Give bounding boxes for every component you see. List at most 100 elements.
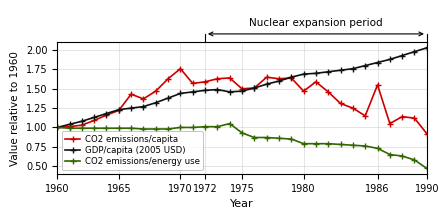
CO2 emissions/capita bbox=[202, 81, 208, 83]
GDP/capita (2005 USD) bbox=[289, 76, 294, 78]
GDP/capita (2005 USD) bbox=[264, 83, 269, 85]
CO2 emissions/capita bbox=[326, 91, 331, 93]
CO2 emissions/capita bbox=[313, 81, 319, 83]
CO2 emissions/energy use bbox=[301, 142, 306, 145]
GDP/capita (2005 USD) bbox=[424, 47, 429, 49]
CO2 emissions/energy use bbox=[190, 126, 195, 129]
CO2 emissions/capita bbox=[338, 102, 343, 105]
CO2 emissions/capita bbox=[387, 122, 392, 125]
CO2 emissions/energy use bbox=[276, 137, 282, 139]
Y-axis label: Value relative to 1960: Value relative to 1960 bbox=[10, 51, 20, 166]
GDP/capita (2005 USD) bbox=[128, 107, 134, 109]
CO2 emissions/capita bbox=[79, 124, 84, 126]
CO2 emissions/energy use bbox=[326, 142, 331, 145]
GDP/capita (2005 USD) bbox=[178, 92, 183, 95]
GDP/capita (2005 USD) bbox=[92, 116, 97, 119]
CO2 emissions/energy use bbox=[387, 153, 392, 156]
CO2 emissions/energy use bbox=[128, 127, 134, 130]
GDP/capita (2005 USD) bbox=[67, 123, 72, 126]
CO2 emissions/capita bbox=[116, 109, 121, 112]
CO2 emissions/capita bbox=[252, 87, 257, 89]
CO2 emissions/energy use bbox=[264, 136, 269, 139]
GDP/capita (2005 USD) bbox=[227, 91, 232, 93]
CO2 emissions/energy use bbox=[141, 128, 146, 130]
CO2 emissions/capita bbox=[190, 82, 195, 85]
CO2 emissions/energy use bbox=[55, 126, 60, 129]
CO2 emissions/energy use bbox=[239, 132, 245, 134]
GDP/capita (2005 USD) bbox=[400, 54, 405, 57]
CO2 emissions/energy use bbox=[338, 143, 343, 146]
CO2 emissions/energy use bbox=[400, 155, 405, 157]
CO2 emissions/capita bbox=[424, 132, 429, 135]
GDP/capita (2005 USD) bbox=[276, 80, 282, 82]
CO2 emissions/capita bbox=[301, 90, 306, 92]
GDP/capita (2005 USD) bbox=[338, 69, 343, 71]
CO2 emissions/capita bbox=[400, 115, 405, 118]
CO2 emissions/capita bbox=[178, 67, 183, 70]
CO2 emissions/capita bbox=[363, 114, 368, 117]
GDP/capita (2005 USD) bbox=[301, 73, 306, 75]
GDP/capita (2005 USD) bbox=[215, 88, 220, 91]
CO2 emissions/energy use bbox=[227, 122, 232, 125]
CO2 emissions/capita bbox=[350, 107, 356, 109]
CO2 emissions/energy use bbox=[363, 145, 368, 147]
CO2 emissions/capita bbox=[67, 126, 72, 128]
CO2 emissions/energy use bbox=[178, 126, 183, 129]
CO2 emissions/capita bbox=[289, 77, 294, 79]
GDP/capita (2005 USD) bbox=[375, 61, 380, 64]
CO2 emissions/capita bbox=[141, 98, 146, 100]
CO2 emissions/energy use bbox=[79, 127, 84, 130]
GDP/capita (2005 USD) bbox=[202, 89, 208, 92]
CO2 emissions/energy use bbox=[350, 144, 356, 146]
GDP/capita (2005 USD) bbox=[252, 87, 257, 89]
GDP/capita (2005 USD) bbox=[165, 97, 171, 99]
GDP/capita (2005 USD) bbox=[387, 58, 392, 61]
CO2 emissions/energy use bbox=[67, 127, 72, 130]
CO2 emissions/energy use bbox=[165, 128, 171, 130]
GDP/capita (2005 USD) bbox=[55, 126, 60, 129]
CO2 emissions/capita bbox=[412, 117, 417, 119]
Line: CO2 emissions/energy use: CO2 emissions/energy use bbox=[55, 121, 429, 171]
CO2 emissions/capita bbox=[104, 114, 109, 116]
CO2 emissions/capita bbox=[128, 93, 134, 95]
Legend: CO2 emissions/capita, GDP/capita (2005 USD), CO2 emissions/energy use: CO2 emissions/capita, GDP/capita (2005 U… bbox=[62, 131, 203, 170]
CO2 emissions/energy use bbox=[92, 127, 97, 130]
CO2 emissions/energy use bbox=[104, 127, 109, 130]
CO2 emissions/capita bbox=[165, 77, 171, 80]
CO2 emissions/capita bbox=[227, 77, 232, 79]
CO2 emissions/energy use bbox=[412, 159, 417, 161]
X-axis label: Year: Year bbox=[230, 199, 254, 209]
GDP/capita (2005 USD) bbox=[190, 91, 195, 93]
CO2 emissions/capita bbox=[153, 90, 158, 92]
CO2 emissions/capita bbox=[92, 119, 97, 122]
CO2 emissions/capita bbox=[264, 76, 269, 78]
Line: CO2 emissions/capita: CO2 emissions/capita bbox=[55, 66, 429, 136]
CO2 emissions/energy use bbox=[215, 126, 220, 128]
Text: Nuclear expansion period: Nuclear expansion period bbox=[249, 18, 383, 28]
GDP/capita (2005 USD) bbox=[350, 67, 356, 70]
CO2 emissions/energy use bbox=[202, 126, 208, 128]
GDP/capita (2005 USD) bbox=[412, 50, 417, 53]
CO2 emissions/capita bbox=[55, 126, 60, 129]
GDP/capita (2005 USD) bbox=[239, 90, 245, 92]
CO2 emissions/energy use bbox=[424, 167, 429, 170]
GDP/capita (2005 USD) bbox=[104, 112, 109, 115]
CO2 emissions/capita bbox=[215, 77, 220, 80]
GDP/capita (2005 USD) bbox=[79, 120, 84, 123]
CO2 emissions/energy use bbox=[153, 128, 158, 130]
CO2 emissions/capita bbox=[276, 77, 282, 80]
GDP/capita (2005 USD) bbox=[326, 71, 331, 73]
CO2 emissions/energy use bbox=[289, 138, 294, 140]
CO2 emissions/energy use bbox=[375, 147, 380, 150]
CO2 emissions/capita bbox=[375, 84, 380, 86]
CO2 emissions/energy use bbox=[116, 127, 121, 130]
Line: GDP/capita (2005 USD): GDP/capita (2005 USD) bbox=[55, 45, 429, 130]
CO2 emissions/energy use bbox=[252, 136, 257, 139]
GDP/capita (2005 USD) bbox=[363, 64, 368, 67]
GDP/capita (2005 USD) bbox=[141, 105, 146, 108]
GDP/capita (2005 USD) bbox=[313, 72, 319, 75]
CO2 emissions/energy use bbox=[313, 142, 319, 145]
GDP/capita (2005 USD) bbox=[153, 101, 158, 104]
CO2 emissions/capita bbox=[239, 88, 245, 90]
GDP/capita (2005 USD) bbox=[116, 108, 121, 111]
